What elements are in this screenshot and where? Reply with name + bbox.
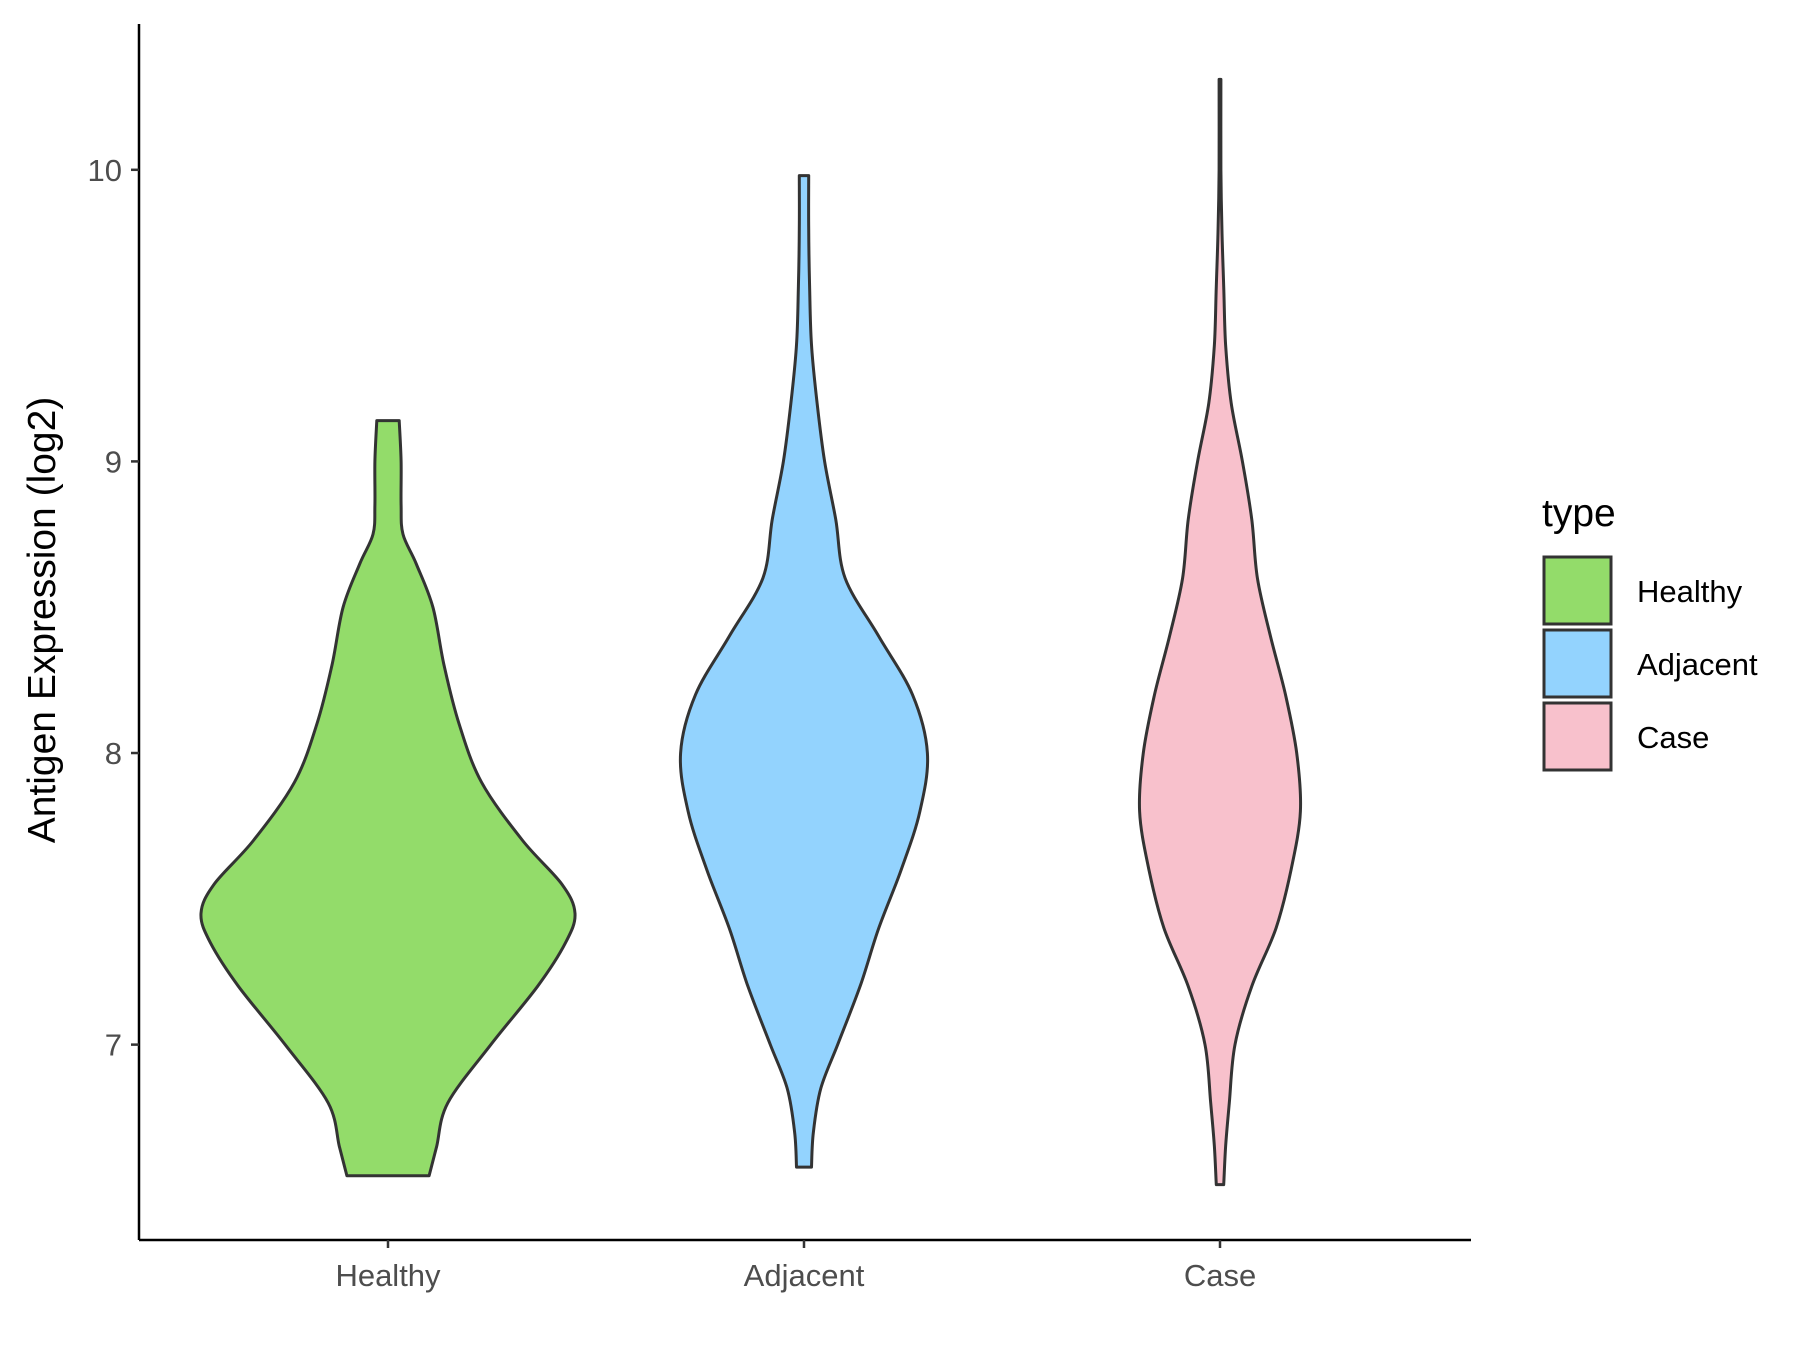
y-tick-label: 9 (105, 444, 122, 479)
legend-swatch-healthy (1542, 555, 1613, 626)
legend-swatch-adjacent (1542, 628, 1613, 699)
legend-label-adjacent: Adjacent (1637, 647, 1758, 682)
violin-adjacent (678, 174, 930, 1169)
x-tick-label: Healthy (335, 1258, 441, 1293)
legend-title: type (1542, 492, 1616, 535)
violin-layer (199, 77, 1303, 1187)
x-tick-label: Adjacent (744, 1258, 865, 1293)
y-axis-ticks: 7 8 9 10 (88, 153, 139, 1063)
y-tick-label: 7 (105, 1028, 122, 1063)
violin-case (1137, 77, 1303, 1187)
legend: type Healthy Adjacent Case (1542, 492, 1758, 772)
legend-items: Healthy Adjacent Case (1542, 555, 1758, 772)
x-axis-ticks: Healthy Adjacent Case (335, 1240, 1256, 1293)
legend-label-healthy: Healthy (1637, 574, 1743, 609)
y-axis-title: Antigen Expression (log2) (21, 397, 64, 844)
x-tick-label: Case (1184, 1258, 1256, 1293)
y-tick-label: 10 (88, 153, 122, 188)
y-tick-label: 8 (105, 736, 122, 771)
legend-swatch-case (1542, 701, 1613, 772)
legend-label-case: Case (1637, 720, 1709, 755)
violin-healthy (199, 419, 577, 1178)
